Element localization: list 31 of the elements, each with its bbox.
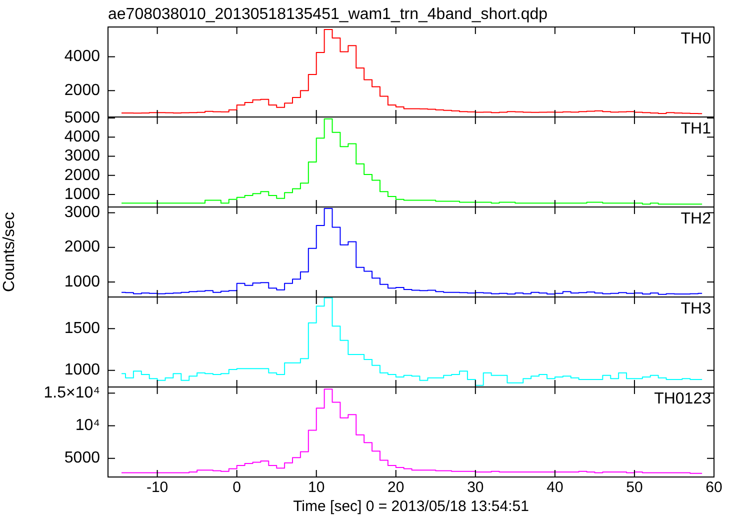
text: TH1 (680, 120, 712, 138)
y-tick-label: 5000 (64, 450, 100, 467)
y-tick-label: 2000 (64, 82, 100, 100)
text: TH2 (680, 210, 712, 228)
text: TH3 (680, 300, 712, 318)
text: TH0123 (654, 390, 712, 408)
y-tick-label: 1000 (64, 273, 100, 290)
x-tick-label: 50 (626, 479, 643, 496)
x-tick-label: 60 (706, 479, 722, 496)
y-tick-label: 2000 (64, 166, 100, 184)
y-tick-label: 10⁴ (75, 417, 100, 434)
y-tick-label: 3000 (64, 204, 100, 222)
y-tick-label: 3000 (64, 148, 100, 165)
y-axis-title: Counts/sec (1, 212, 18, 292)
y-tick-label: 1500 (64, 320, 100, 338)
y-tick-label: 4000 (64, 128, 100, 146)
chart-title: ae708038010_20130518135451_wam1_trn_4band_short.qdp (108, 6, 548, 23)
x-tick-label: 10 (308, 479, 325, 496)
x-tick-label: 30 (467, 479, 484, 496)
text: TH0 (680, 30, 712, 48)
y-tick-label: 2000 (64, 238, 100, 256)
x-tick-label: 40 (546, 479, 564, 496)
x-tick-label: 20 (388, 479, 404, 496)
y-tick-label: 1000 (64, 362, 100, 379)
y-tick-label: 1.5×10⁴ (44, 384, 100, 402)
y-tick-label: 5000 (64, 109, 100, 126)
y-tick-label: 4000 (64, 48, 100, 66)
x-tick-label: -10 (146, 479, 168, 496)
x-tick-label: 0 (232, 479, 242, 496)
x-axis-title: Time [sec] 0 = 2013/05/18 13:54:51 (293, 498, 529, 516)
y-tick-label: 1000 (64, 186, 100, 203)
